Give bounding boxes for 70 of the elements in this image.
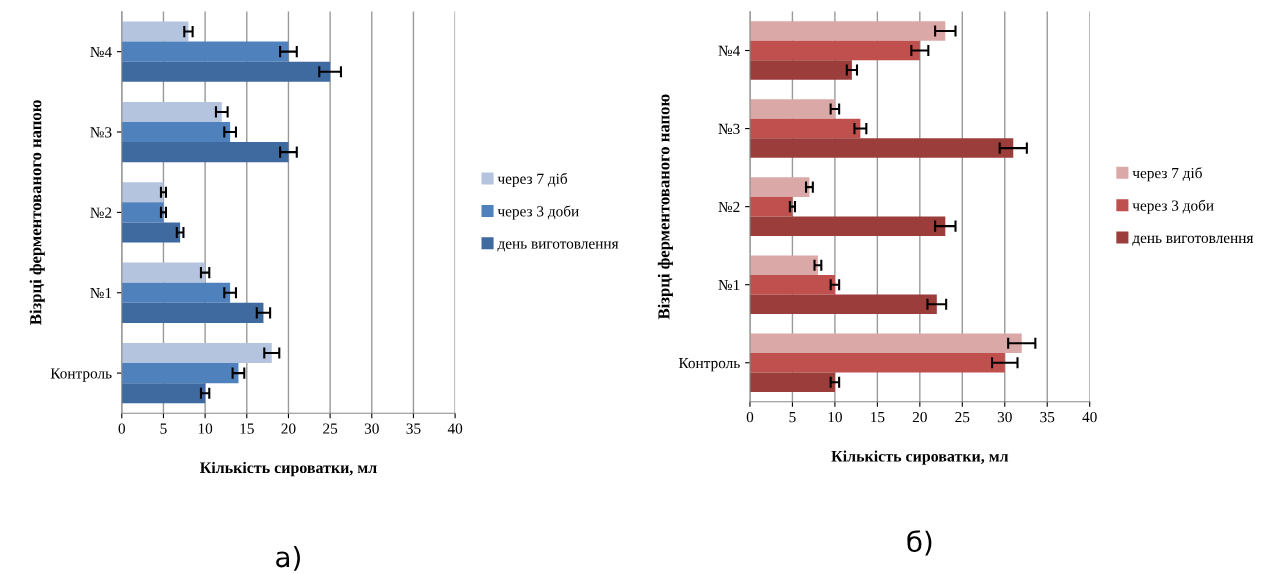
bar xyxy=(121,41,289,62)
y-tick-label: №2 xyxy=(718,201,740,212)
bar xyxy=(749,60,852,80)
y-tick-label: №4 xyxy=(90,46,112,57)
bar xyxy=(121,121,231,143)
x-tick-label: 35 xyxy=(1040,412,1055,423)
y-tick-label: Контроль xyxy=(678,358,740,372)
bar xyxy=(749,255,818,275)
x-tick-label: 5 xyxy=(789,412,796,423)
y-tick-label: №3 xyxy=(718,123,740,135)
bar xyxy=(121,302,264,323)
x-tick-label: 20 xyxy=(912,411,927,423)
y-tick-label: №4 xyxy=(718,45,741,56)
bar xyxy=(121,222,181,243)
bar xyxy=(121,101,222,122)
x-tick-label: 20 xyxy=(281,423,296,434)
y-tick-label: №2 xyxy=(90,207,112,218)
bar xyxy=(749,196,793,217)
bar xyxy=(749,40,920,61)
legend-label: через 7 діб xyxy=(497,172,568,188)
bar xyxy=(749,177,810,197)
bar xyxy=(121,142,289,163)
y-axis-title: Візрці ферментованого напою xyxy=(29,100,45,325)
bar xyxy=(749,353,1005,373)
bar xyxy=(749,21,946,41)
x-axis-title: Кількість сироватки, мл xyxy=(831,450,1009,465)
x-tick-label: 25 xyxy=(323,423,338,434)
y-axis-title: Візрці ферментованого напою xyxy=(657,94,673,320)
x-tick-label: 5 xyxy=(160,423,167,434)
legend-label: через 3 доби xyxy=(497,205,579,220)
x-axis-title: Кількість сироватки, мл xyxy=(199,461,377,477)
x-tick-label: 25 xyxy=(955,412,970,423)
y-tick-label: №3 xyxy=(90,127,112,138)
bar xyxy=(121,61,331,82)
bar xyxy=(749,372,835,393)
bar xyxy=(121,383,206,404)
bar xyxy=(749,333,1022,354)
bar xyxy=(121,282,231,303)
bar xyxy=(121,202,164,223)
x-tick-label: 40 xyxy=(1082,411,1097,423)
x-tick-label: 15 xyxy=(240,423,254,434)
bar xyxy=(749,138,1014,158)
legend-label: через 7 діб xyxy=(1132,167,1202,182)
x-tick-label: 10 xyxy=(198,423,213,434)
bar xyxy=(121,363,239,384)
bar xyxy=(749,216,946,236)
text: а) xyxy=(276,545,300,571)
x-tick-label: 15 xyxy=(871,412,885,423)
legend-label: через 3 доби xyxy=(1132,199,1214,214)
bar xyxy=(749,99,835,119)
x-tick-label: 35 xyxy=(406,423,421,434)
y-tick-label: №1 xyxy=(718,279,740,290)
x-tick-label: 30 xyxy=(364,423,379,434)
bar xyxy=(749,294,937,314)
bar xyxy=(749,274,835,295)
bar xyxy=(121,21,189,42)
x-tick-label: 0 xyxy=(746,411,754,423)
bar xyxy=(121,262,206,283)
y-tick-label: Контроль xyxy=(50,368,112,382)
bar xyxy=(121,342,272,364)
legend-label: день виготовлення xyxy=(497,241,619,252)
bar xyxy=(121,182,164,203)
bar xyxy=(749,118,861,139)
y-tick-label: №1 xyxy=(90,287,112,299)
text: б) xyxy=(907,530,932,556)
x-tick-label: 40 xyxy=(447,423,463,434)
x-tick-label: 0 xyxy=(118,423,126,434)
x-tick-label: 30 xyxy=(997,411,1012,423)
x-tick-label: 10 xyxy=(828,411,842,423)
legend-label: день виготовлення xyxy=(1132,235,1254,246)
